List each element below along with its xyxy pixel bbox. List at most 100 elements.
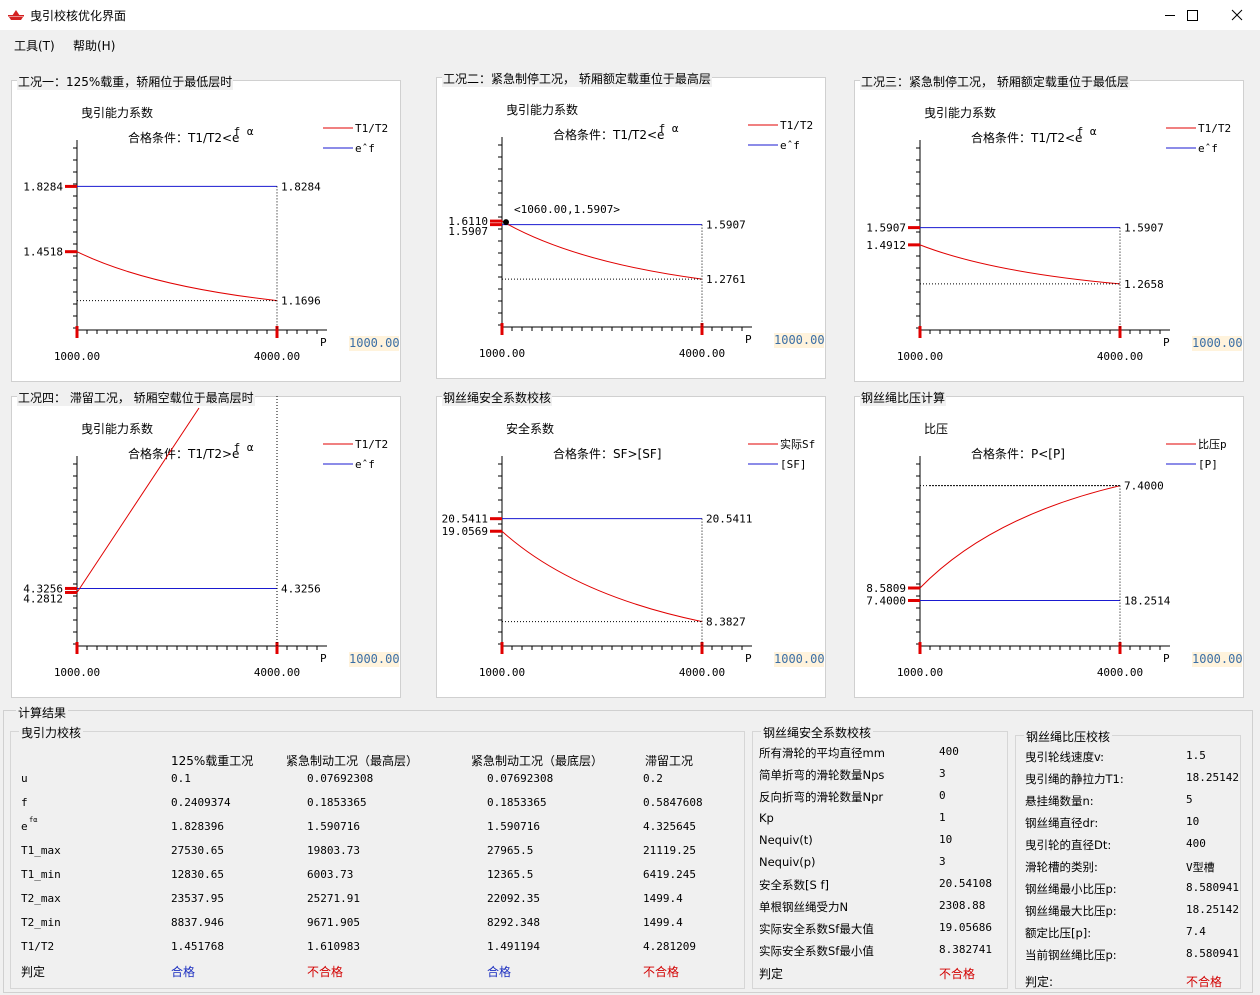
x-tick-label: 4000.00 bbox=[679, 666, 725, 679]
maximize-icon bbox=[1187, 10, 1198, 21]
start-value-input[interactable]: 1000.00 bbox=[1192, 652, 1243, 667]
condition-superscript: f α bbox=[1077, 125, 1097, 138]
pressure-row-value: 400 bbox=[1186, 837, 1206, 850]
legend-label: eˆf bbox=[1198, 142, 1218, 155]
safety-row-value: 20.54108 bbox=[939, 877, 992, 890]
chart-panel-case4: 工况四： 滞留工况， 轿厢空载位于最高层时 曳引能力系数 合格条件：T1/T2>e f… bbox=[11, 389, 401, 698]
condition-superscript: f α bbox=[659, 122, 679, 135]
menu-help[interactable]: 帮助(H) bbox=[73, 39, 116, 53]
safety-verdict-label: 判定 bbox=[759, 967, 784, 981]
safety-row-value: 0 bbox=[939, 789, 946, 802]
traction-cell: 25271.91 bbox=[307, 892, 360, 905]
start-value-input[interactable]: 1000.00 bbox=[349, 652, 400, 667]
right-value-label: 4.3256 bbox=[281, 582, 321, 595]
pressure-row-label: 曳引轮的直径Dt: bbox=[1025, 838, 1112, 852]
condition-text: 合格条件：SF>[SF] bbox=[553, 446, 661, 461]
traction-cell: 22092.35 bbox=[487, 892, 540, 905]
x-axis-label: P bbox=[320, 336, 327, 349]
pressure-row-label: 曳引轮线速度v: bbox=[1025, 750, 1105, 764]
traction-column-header: 125%载重工况 bbox=[171, 754, 254, 768]
x-axis-label: P bbox=[745, 652, 752, 665]
y-axis-label: 曳引能力系数 bbox=[924, 105, 996, 120]
pressure-row-label: 滑轮槽的类别: bbox=[1025, 860, 1098, 874]
pressure-row-value: 5 bbox=[1186, 793, 1193, 806]
legend-label: T1/T2 bbox=[780, 119, 813, 132]
results-caption: 计算结果 bbox=[16, 704, 69, 721]
pressure-caption: 钢丝绳比压校核 bbox=[1024, 728, 1113, 745]
maximize-button[interactable] bbox=[1169, 0, 1215, 31]
traction-row-label: T1_max bbox=[21, 844, 61, 857]
minimize-button[interactable] bbox=[1147, 0, 1193, 31]
traction-cell: 1.610983 bbox=[307, 940, 360, 953]
pressure-verdict-label: 判定: bbox=[1025, 975, 1054, 989]
close-icon bbox=[1231, 9, 1243, 21]
condition-superscript: f α bbox=[234, 125, 254, 138]
safety-row-label: 所有滑轮的平均直径mm bbox=[759, 746, 885, 760]
start-value-input[interactable]: 1000.00 bbox=[1192, 336, 1243, 351]
right-value-label: 1.5907 bbox=[1124, 222, 1164, 235]
traction-cell: 8292.348 bbox=[487, 916, 540, 929]
condition-text: 合格条件：T1/T2<e bbox=[553, 127, 664, 142]
safety-row-value: 400 bbox=[939, 745, 959, 758]
pressure-row-value: 8.580941 bbox=[1186, 947, 1239, 960]
chart-panel-case2: 工况二：紧急制停工况， 轿厢额定载重位于最高层 曳引能力系数 合格条件：T1/T2<… bbox=[436, 70, 826, 379]
legend-label: 实际Sf bbox=[780, 437, 815, 451]
menu-tools[interactable]: 工具(T) bbox=[14, 39, 55, 53]
legend-label: T1/T2 bbox=[1198, 122, 1231, 135]
title-bar: 曳引校核优化界面 bbox=[0, 0, 1260, 31]
traction-cell: 27965.5 bbox=[487, 844, 534, 857]
safety-row-value: 1 bbox=[939, 811, 946, 824]
traction-cell: 27530.65 bbox=[171, 844, 224, 857]
traction-row-label: T1_min bbox=[21, 868, 61, 881]
data-point-label: <1060.00,1.5907> bbox=[514, 203, 620, 216]
left-value-label: 8.5809 bbox=[866, 582, 906, 595]
start-value-input[interactable]: 1000.00 bbox=[774, 652, 825, 667]
x-axis-label: P bbox=[745, 333, 752, 346]
left-value-label: 1.4912 bbox=[866, 239, 906, 252]
traction-cell: 1.491194 bbox=[487, 940, 540, 953]
traction-row-label: f bbox=[21, 796, 28, 809]
legend-label: 比压p bbox=[1198, 438, 1227, 451]
pressure-row-value: V型槽 bbox=[1186, 861, 1215, 874]
chart-caption: 工况一：125%载重，轿厢位于最低层时 bbox=[17, 73, 234, 90]
traction-column-header: 紧急制动工况（最高层） bbox=[286, 754, 419, 768]
x-tick-label: 4000.00 bbox=[679, 347, 725, 360]
legend-label: T1/T2 bbox=[355, 122, 388, 135]
safety-caption: 钢丝绳安全系数校核 bbox=[761, 724, 874, 741]
close-button[interactable] bbox=[1214, 0, 1260, 31]
traction-cell: 4.281209 bbox=[643, 940, 696, 953]
condition-text: 合格条件：P<[P] bbox=[971, 446, 1065, 461]
legend-label: T1/T2 bbox=[355, 438, 388, 451]
right-value-label: 1.1696 bbox=[281, 295, 321, 308]
left-value-label: 7.4000 bbox=[866, 595, 906, 608]
safety-row-value: 8.382741 bbox=[939, 943, 992, 956]
traction-verdict: 不合格 bbox=[307, 965, 344, 979]
x-tick-label: 1000.00 bbox=[897, 350, 943, 363]
series-line-actual bbox=[501, 220, 703, 280]
right-value-label: 1.2761 bbox=[706, 273, 746, 286]
start-value-input[interactable]: 1000.00 bbox=[349, 336, 400, 351]
traction-cell: 9671.905 bbox=[307, 916, 360, 929]
window-title: 曳引校核优化界面 bbox=[30, 9, 127, 23]
traction-row-label: T1/T2 bbox=[21, 940, 55, 953]
traction-column-header: 紧急制动工况（最底层） bbox=[471, 754, 604, 768]
series-line-actual bbox=[76, 407, 200, 593]
safety-row-label: 反向折弯的滑轮数量Npr bbox=[759, 790, 884, 804]
series-line-actual bbox=[919, 244, 1121, 285]
traction-verdict: 不合格 bbox=[643, 965, 680, 979]
traction-cell: 8837.946 bbox=[171, 916, 224, 929]
start-value-input[interactable]: 1000.00 bbox=[774, 333, 825, 348]
traction-cell: 1499.4 bbox=[643, 892, 683, 905]
pressure-verdict: 不合格 bbox=[1186, 975, 1223, 989]
left-value-label: 4.3256 bbox=[23, 582, 63, 595]
traction-cell: 6003.73 bbox=[307, 868, 354, 881]
chart-panel-rope-pressure: 钢丝绳比压计算 比压 合格条件：P<[P] 1000.00 4000.00 P 比压p [P]… bbox=[854, 389, 1244, 698]
traction-cell: 1.590716 bbox=[487, 820, 540, 833]
right-value-label: 7.4000 bbox=[1124, 480, 1164, 493]
safety-row-label: Nequiv(p) bbox=[759, 855, 816, 869]
y-axis-label: 曳引能力系数 bbox=[81, 105, 153, 120]
